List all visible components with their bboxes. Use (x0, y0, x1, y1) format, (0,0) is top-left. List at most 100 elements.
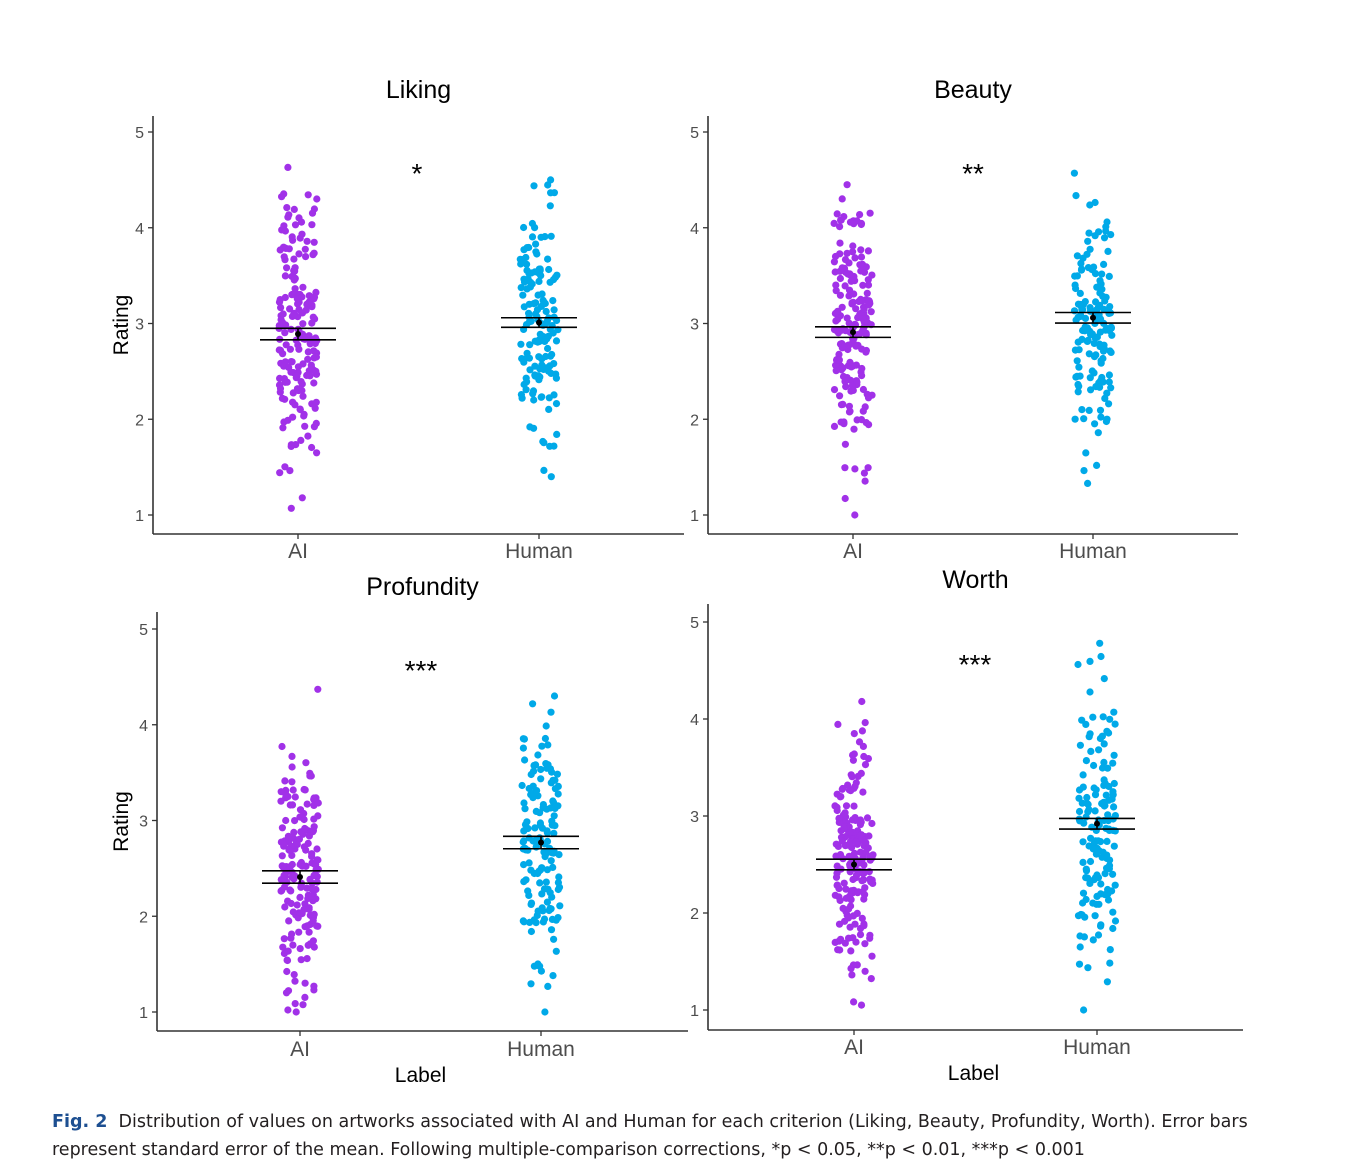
data-point-human (1092, 837, 1100, 845)
data-point-human (1082, 813, 1090, 821)
data-point-human (1085, 842, 1093, 850)
data-point-human (1079, 889, 1088, 897)
x-tick-label: AI (290, 1038, 310, 1061)
data-point-human (534, 960, 542, 968)
data-point-ai (313, 922, 321, 930)
data-point-human (550, 692, 559, 700)
data-point-ai (297, 436, 305, 444)
data-point-ai (281, 777, 289, 785)
data-point-human (520, 380, 528, 389)
data-point-human (525, 859, 533, 867)
data-point-ai (295, 928, 303, 936)
data-point-human (1104, 896, 1113, 904)
data-point-human (1096, 639, 1104, 647)
figure-panels: 1 2 3 4 5 AI Human Liking * Rating 1 2 3 4 5 AI Human Bea… (110, 76, 1243, 1085)
data-point-ai (297, 956, 305, 964)
data-point-human (534, 291, 542, 299)
data-point-human (1075, 807, 1084, 816)
data-point-human (1082, 757, 1090, 765)
data-point-human (1111, 917, 1120, 925)
data-point-human (1080, 415, 1088, 423)
data-point-ai (861, 884, 869, 892)
data-point-human (1086, 657, 1094, 666)
data-point-ai (311, 339, 319, 348)
data-point-ai (861, 477, 869, 485)
data-point-ai (847, 787, 855, 795)
data-point-ai (278, 318, 287, 326)
data-point-ai (313, 878, 321, 886)
data-point-ai (841, 464, 849, 472)
y-tick-label: 2 (139, 909, 148, 926)
data-point-ai (833, 803, 841, 812)
data-point-human (1097, 280, 1105, 288)
data-point-human (1106, 959, 1114, 967)
data-point-ai (842, 885, 850, 893)
data-point-ai (299, 360, 307, 368)
data-point-ai (852, 779, 860, 787)
caption-label: Fig. 2 (52, 1111, 108, 1132)
data-point-human (1097, 652, 1105, 661)
data-point-human (1105, 729, 1113, 737)
data-point-ai (833, 862, 841, 870)
data-point-ai (283, 956, 291, 964)
data-point-ai (849, 298, 857, 306)
data-point-human (520, 358, 528, 366)
data-point-human (551, 822, 559, 830)
data-point-ai (297, 909, 305, 918)
data-point-ai (843, 181, 851, 189)
data-point-human (1076, 289, 1084, 297)
data-point-human (541, 853, 549, 861)
data-point-human (530, 424, 538, 432)
data-point-human (1074, 912, 1083, 920)
data-point-ai (279, 839, 287, 847)
data-point-human (541, 734, 550, 743)
data-point-human (553, 271, 561, 279)
data-point-human (1110, 779, 1118, 788)
data-point-human (1073, 357, 1081, 365)
data-point-human (1075, 346, 1083, 354)
data-point-human (1101, 870, 1109, 878)
data-point-human (1084, 800, 1092, 809)
data-point-ai (308, 209, 317, 217)
data-point-ai (840, 213, 848, 221)
data-point-ai (299, 392, 307, 400)
data-point-human (1107, 231, 1115, 239)
data-point-human (1076, 741, 1084, 749)
data-point-human (554, 790, 562, 798)
data-point-ai (312, 353, 320, 361)
data-point-ai (301, 422, 309, 430)
data-point-ai (310, 982, 318, 990)
data-point-human (523, 244, 531, 252)
data-point-human (1100, 234, 1109, 242)
data-point-human (543, 764, 551, 772)
data-point-ai (285, 917, 293, 925)
data-point-ai (868, 819, 876, 828)
data-point-human (1091, 420, 1099, 428)
data-point-human (1100, 758, 1108, 767)
data-point-ai (277, 304, 285, 312)
data-point-ai (310, 943, 318, 951)
data-point-ai (838, 837, 846, 845)
data-point-ai (310, 794, 318, 802)
data-point-ai (286, 345, 294, 353)
data-point-ai (283, 264, 291, 272)
data-point-ai (843, 249, 851, 257)
data-point-ai (830, 326, 839, 334)
data-point-human (1102, 791, 1110, 799)
data-point-human (1089, 899, 1097, 907)
data-point-human (1084, 964, 1092, 972)
data-point-ai (289, 941, 297, 949)
data-point-ai (839, 364, 847, 372)
data-point-human (528, 233, 537, 241)
data-point-human (1075, 794, 1083, 802)
data-point-human (1074, 388, 1082, 396)
data-point-ai (288, 778, 296, 786)
data-point-human (1111, 812, 1119, 820)
data-point-ai (295, 345, 303, 353)
data-point-human (537, 233, 545, 241)
data-point-human (1101, 297, 1109, 305)
data-point-ai (861, 719, 869, 727)
data-point-human (543, 898, 552, 906)
data-point-ai (291, 793, 299, 801)
data-point-ai (859, 742, 868, 751)
